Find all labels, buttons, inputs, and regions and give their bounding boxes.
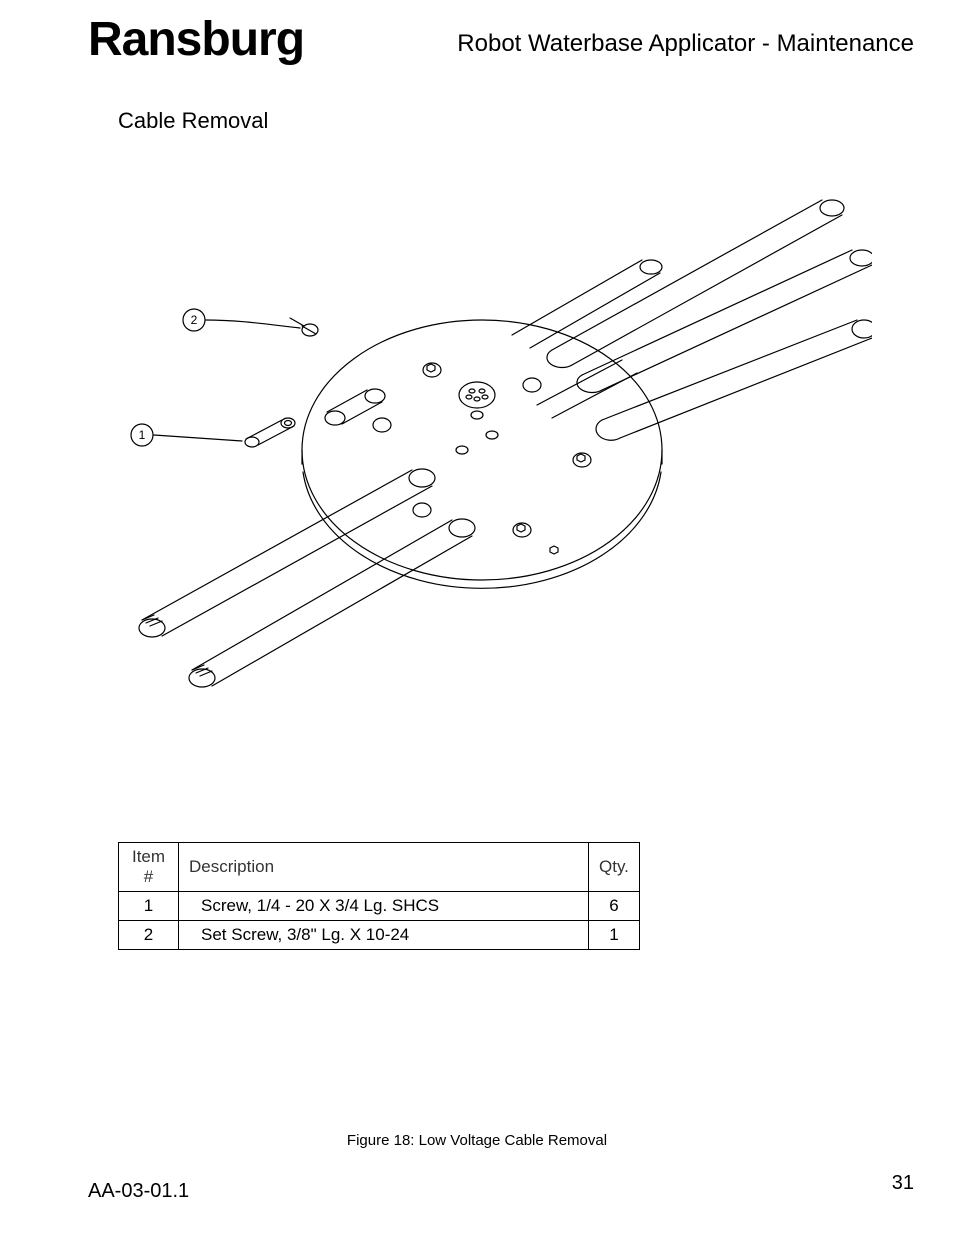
cell-desc: Screw, 1/4 - 20 X 3/4 Lg. SHCS — [179, 892, 589, 921]
cell-qty: 6 — [589, 892, 640, 921]
cell-desc: Set Screw, 3/8" Lg. X 10-24 — [179, 921, 589, 950]
col-desc-header: Description — [179, 843, 589, 892]
col-item-header: Item # — [119, 843, 179, 892]
cell-item: 1 — [119, 892, 179, 921]
callout-2-label: 2 — [191, 313, 198, 327]
table-row: 2 Set Screw, 3/8" Lg. X 10-24 1 — [119, 921, 640, 950]
parts-table: Item # Description Qty. 1 Screw, 1/4 - 2… — [118, 842, 640, 950]
page: Ransburg Robot Waterbase Applicator - Ma… — [0, 0, 954, 1235]
table-row: 1 Screw, 1/4 - 20 X 3/4 Lg. SHCS 6 — [119, 892, 640, 921]
cell-qty: 1 — [589, 921, 640, 950]
document-title: Robot Waterbase Applicator - Maintenance — [457, 30, 914, 58]
col-qty-header: Qty. — [589, 843, 640, 892]
section-title: Cable Removal — [118, 108, 268, 134]
document-code: AA-03-01.1 — [88, 1180, 189, 1203]
brand-logo-text: Ransburg — [88, 12, 304, 67]
figure-caption: Figure 18: Low Voltage Cable Removal — [0, 1132, 954, 1149]
page-number: 31 — [892, 1172, 914, 1195]
figure-diagram: 2 1 — [82, 160, 872, 720]
table-header-row: Item # Description Qty. — [119, 843, 640, 892]
callout-1-label: 1 — [139, 428, 146, 442]
cell-item: 2 — [119, 921, 179, 950]
